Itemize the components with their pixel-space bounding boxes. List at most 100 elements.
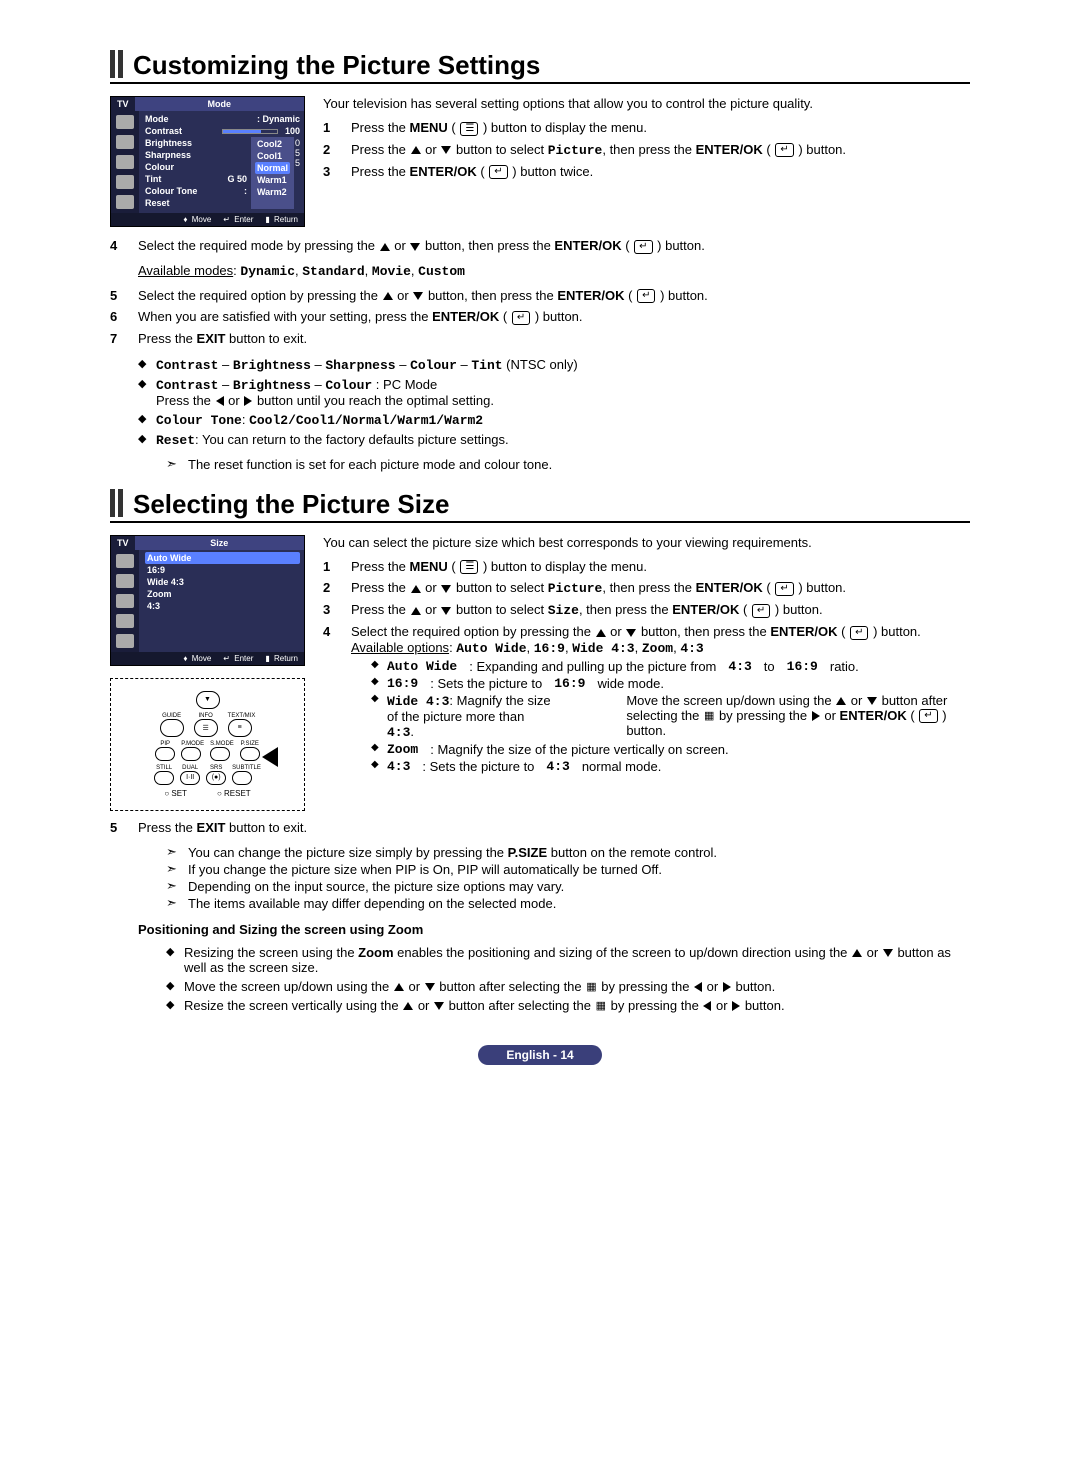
osd-side-number: 5 [295,148,300,158]
callout-arrow-icon [262,747,278,767]
osd-row-label: Brightness [145,138,192,148]
osd-row-value: : Dynamic [257,114,300,124]
option-item: 4:3: Sets the picture to 4:3 normal mode… [371,758,970,775]
osd-tab-tv: TV [111,97,135,111]
step-number: 4 [110,238,126,253]
osd-tab-title: Mode [135,97,304,111]
step-number: 6 [110,309,126,324]
remote-button-label: SUBTITLE [232,765,261,771]
step-text: Press the or button to select Size, then… [351,602,970,618]
osd-dropdown-item: Warm1 [255,174,290,186]
osd-list-item-selected: Auto Wide [145,552,300,564]
remote-button [181,747,201,761]
step-text: Press the EXIT button to exit. [138,820,970,835]
remote-control-diagram: ▼ GUIDE INFO☰ TEXT/MIX≡ PIP P.MODE S.MOD… [110,678,305,811]
osd-tab-tv: TV [111,536,135,550]
step-text: Press the EXIT button to exit. [138,331,970,346]
osd-list-item: Wide 4:3 [145,576,300,588]
osd-footer-move: ♦ Move [181,654,211,663]
osd-tab-title: Size [135,536,304,550]
step-number: 4 [323,624,339,639]
channel-icon [116,155,134,169]
remote-button: (●) [206,771,226,785]
input-icon [116,634,134,648]
option-item: Zoom: Magnify the size of the picture ve… [371,741,970,758]
remote-button-label: STILL [154,765,174,771]
step-text: Press the ENTER/OK ( ) button twice. [351,164,970,180]
section-header-bars [110,489,123,517]
step-text: Press the or button to select Picture, t… [351,580,970,596]
section-header: Customizing the Picture Settings [110,50,970,78]
picture-icon [116,115,134,129]
section-rule [110,82,970,84]
channel-icon [116,594,134,608]
osd-row-value: G 50 [227,174,247,184]
step-text: Select the required option by pressing t… [138,288,970,304]
osd-list-item: 16:9 [145,564,300,576]
step-text: Select the required mode by pressing the… [138,238,970,254]
remote-button-label: TEXT/MIX [228,713,256,719]
osd-footer-return: ▮ Return [263,654,298,663]
picture-icon [116,554,134,568]
option-item: Auto Wide: Expanding and pulling up the … [371,658,970,675]
step-number: 1 [323,120,339,135]
remote-button [154,771,174,785]
osd-row-label: Contrast [145,126,182,136]
remote-button [155,747,175,761]
setup-icon [116,175,134,189]
bullet-item: Colour Tone: Cool2/Cool1/Normal/Warm1/Wa… [138,410,970,430]
remote-button-psize [240,747,260,761]
osd-dropdown-item: Cool1 [255,150,290,162]
step-number: 7 [110,331,126,346]
step-text: Press the MENU ( ) button to display the… [351,120,970,136]
option-item: Wide 4:3: Magnify the size of the pictur… [371,692,970,741]
remote-button-label: DUAL [180,765,200,771]
step-number: 5 [110,820,126,835]
bullet-item: Contrast – Brightness – Colour : PC Mode… [138,375,970,410]
remote-button-label: ○ RESET [217,789,251,798]
step-number: 5 [110,288,126,303]
osd-side-number: 0 [295,138,300,148]
subheading: Positioning and Sizing the screen using … [138,922,970,937]
osd-row-label: Colour Tone [145,186,197,196]
osd-sidebar [111,550,139,652]
step-number: 2 [323,580,339,595]
step-number: 1 [323,559,339,574]
slider-bar [222,129,278,134]
osd-row-value: 100 [281,126,300,136]
remote-button: ≡ [228,719,252,737]
remote-button-label: ○ SET [164,789,187,798]
osd-row-label: Mode [145,114,169,124]
bullet-item: Resize the screen vertically using the o… [166,996,970,1015]
remote-button-label: INFO [194,713,218,719]
setup-icon [116,614,134,628]
page-number-chip: English - 14 [478,1045,601,1065]
input-icon [116,195,134,209]
arrow-item: The reset function is set for each pictu… [166,456,970,473]
osd-mode-menu: TV Mode Mode: Dynamic Contrast100 Brig [110,96,305,227]
remote-button [160,719,184,737]
step-number: 3 [323,602,339,617]
osd-footer-enter: ↵ Enter [221,654,253,663]
step-text: When you are satisfied with your setting… [138,309,970,325]
remote-button: ☰ [194,719,218,737]
osd-row-label: Reset [145,198,170,208]
osd-side-number: 5 [295,158,300,168]
osd-footer-enter: ↵ Enter [221,215,253,224]
remote-button-label: P.MODE [181,741,204,747]
sound-icon [116,135,134,149]
section-rule [110,521,970,523]
step-number: 3 [323,164,339,179]
step-text: Select the required option by pressing t… [351,624,970,777]
osd-footer-return: ▮ Return [263,215,298,224]
arrow-item: You can change the picture size simply b… [166,844,970,861]
step-text: Press the or button to select Picture, t… [351,142,970,158]
page-footer: English - 14 [110,1045,970,1065]
remote-button-label: GUIDE [160,713,184,719]
remote-button [210,747,230,761]
osd-row-label: Sharpness [145,150,191,160]
osd-list-item: 4:3 [145,600,300,612]
section-title: Customizing the Picture Settings [133,52,540,78]
osd-row-label: Tint [145,174,161,184]
step-text: Press the MENU ( ) button to display the… [351,559,970,575]
